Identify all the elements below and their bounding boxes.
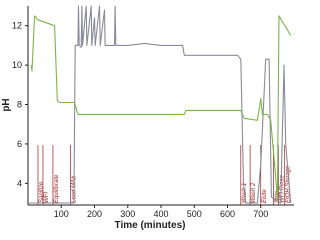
y-tick-label: 8 [17, 100, 22, 110]
y-tick-label: 4 [17, 178, 22, 188]
x-tick-label: 300 [120, 209, 135, 219]
annotation-label: Wash 2 [251, 182, 257, 203]
x-axis-label: Time (minutes) [115, 220, 186, 231]
data-line [28, 5, 292, 204]
annotation-label: Sanitize [39, 181, 45, 203]
x-tick-label: 400 [153, 209, 168, 219]
x-tick-label: 100 [54, 209, 69, 219]
x-tick-label: 700 [253, 209, 268, 219]
data-line [30, 15, 292, 200]
annotation-label: WFI Rinse [279, 174, 285, 203]
chart: Time (minutes) pH 4 6 8 10 12 100 200 300 400 500… [1, 5, 294, 231]
page: Time (minutes) pH 4 6 8 10 12 100 200 300 400 500… [1, 5, 294, 231]
y-tick-label: 12 [12, 21, 22, 31]
x-tick-label: 500 [187, 209, 202, 219]
y-axis-label: pH [1, 98, 12, 111]
y-tick-label: 6 [17, 139, 22, 149]
annotation-label: Equilibrate [54, 174, 60, 203]
x-tick-label: 600 [220, 209, 235, 219]
x-tick-label: 200 [87, 209, 102, 219]
y-tick-label: 10 [12, 60, 22, 70]
annotation-label: WFI [44, 192, 50, 203]
annotation-label: Elute [262, 189, 268, 203]
